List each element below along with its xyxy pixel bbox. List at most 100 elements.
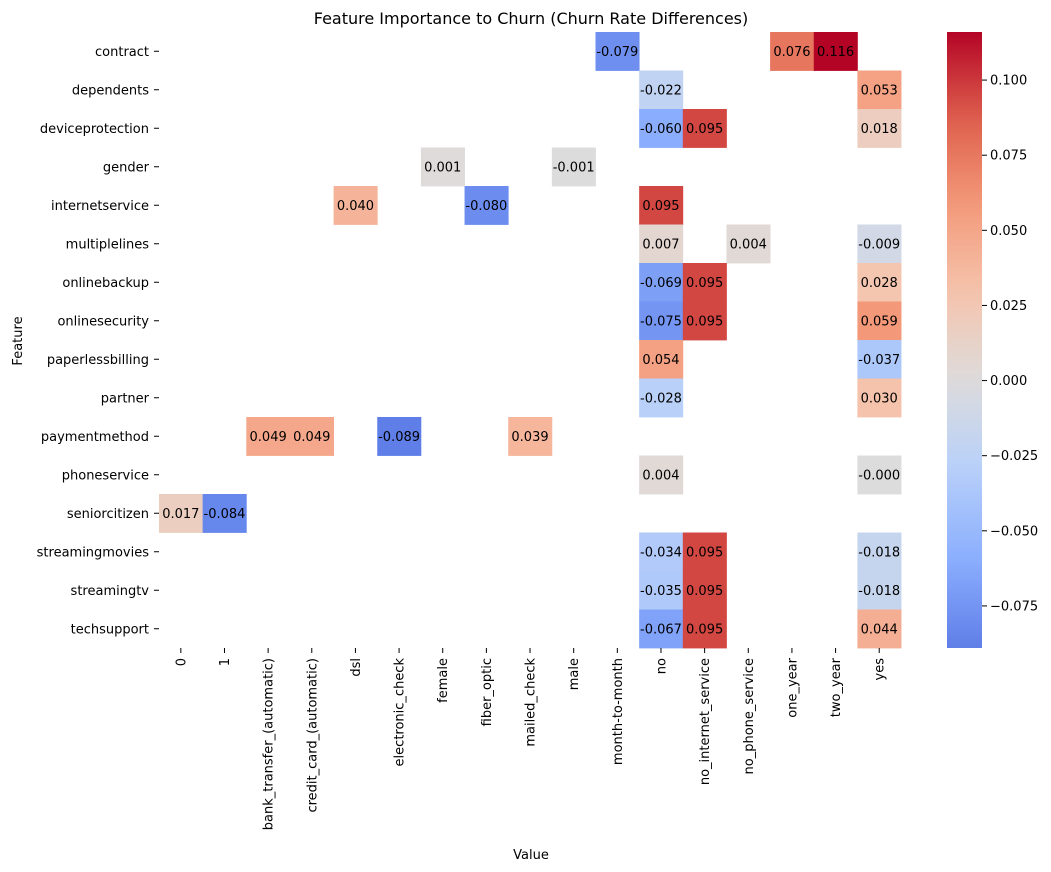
y-tick-label: dependents [72,83,149,98]
heatmap-cell [682,109,727,148]
colorbar-tick-label: 0.100 [990,74,1027,89]
x-axis: 0 1 bank_transfer_(automatic) credit_card_(… [174,648,888,830]
heatmap-cell [857,378,902,418]
y-tick-label: onlinebackup [62,276,149,291]
cell-value-label: -0.037 [858,353,900,368]
y-tick-label: phoneservice [62,468,149,483]
heatmap-cell [639,70,684,110]
y-tick-label: contract [95,45,149,60]
x-tick-label: two_year [829,657,844,717]
y-tick-label: paymentmethod [41,430,149,445]
cell-value-label: 0.095 [686,545,723,560]
heatmap-cell [682,609,727,649]
y-tick-label: multiplelines [66,237,150,252]
heatmap-cell [857,609,902,649]
cell-value-label: -0.084 [204,507,246,522]
colorbar-tick-label: −0.075 [990,599,1038,614]
heatmap-cell [726,224,771,264]
cell-value-label: 0.004 [642,468,679,483]
x-tick-label: 1 [218,658,233,666]
heatmap-cell [377,417,422,456]
x-tick-label: one_year [785,657,800,717]
x-tick-label: no_internet_service [698,658,713,785]
x-tick-label: fiber_optic [480,658,495,726]
heatmap-cell [857,263,902,302]
cell-value-label: 0.095 [686,584,723,599]
heatmap-cell [682,263,727,302]
colorbar-tick-label: 0.000 [990,374,1027,389]
heatmap-cell [639,263,684,302]
cell-value-label: -0.000 [858,468,900,483]
cell-value-label: 0.059 [861,314,898,329]
heatmap-cell [857,301,902,341]
cell-value-label: -0.060 [640,122,682,137]
x-tick-label: electronic_check [393,658,408,767]
heatmap-cell [639,532,684,572]
cell-value-label: -0.089 [378,430,420,445]
heatmap-cell [857,340,902,379]
heatmap-cell [857,224,902,264]
cell-value-label: 0.044 [861,622,898,637]
y-tick-label: seniorcitizen [67,507,149,522]
y-tick-label: streamingmovies [37,545,150,560]
heatmap-cell [159,494,204,533]
x-tick-label: yes [873,658,888,681]
cell-value-label: -0.001 [553,160,595,175]
cell-value-label: 0.054 [642,353,679,368]
cell-value-label: -0.080 [465,199,507,214]
y-tick-label: gender [103,160,150,175]
heatmap-cell [639,109,684,148]
cell-value-label: 0.017 [162,507,199,522]
y-tick-label: streamingtv [71,584,150,599]
x-tick-label: 0 [174,658,189,666]
y-tick-label: partner [101,391,150,406]
cell-value-label: 0.030 [861,391,898,406]
cell-value-label: -0.079 [596,45,638,60]
x-tick-label: bank_transfer_(automatic) [262,658,277,830]
heatmap-cell [333,186,378,225]
heatmap-cell [639,455,684,495]
cell-value-label: 0.028 [861,276,898,291]
heatmap-cell [639,224,684,264]
heatmap-cell [639,301,684,341]
cell-value-label: 0.049 [250,430,287,445]
colorbar-gradient [947,32,982,648]
cell-value-label: 0.039 [511,430,548,445]
heatmap-cell [857,109,902,148]
heatmap-cell [682,571,727,610]
heatmap-cell [639,609,684,649]
x-tick-label: no [654,658,669,674]
cell-value-label: 0.007 [642,237,679,252]
heatmap-cell [813,32,858,71]
heatmap-cell [420,147,465,187]
cell-value-label: 0.076 [773,45,810,60]
cell-value-label: 0.001 [424,160,461,175]
cell-value-label: 0.018 [861,122,898,137]
heatmap-cell [246,417,291,456]
heatmap-cell [857,455,902,495]
x-tick-label: female [436,658,451,703]
cell-value-label: 0.095 [686,622,723,637]
cell-value-label: -0.009 [858,237,900,252]
x-axis-label: Value [513,848,549,863]
cell-value-label: -0.075 [640,314,682,329]
x-tick-label: credit_card_(automatic) [305,658,320,813]
y-axis-label: Feature [11,316,26,365]
x-tick-label: male [567,658,582,690]
heatmap-cell [639,571,684,610]
cell-value-label: 0.095 [686,314,723,329]
cell-value-label: -0.035 [640,584,682,599]
heatmap-cell [682,301,727,341]
cell-value-label: 0.095 [642,199,679,214]
cell-value-label: -0.022 [640,83,682,98]
heatmap-cell [857,70,902,110]
cell-value-label: 0.116 [817,45,854,60]
colorbar-tick-label: 0.075 [990,149,1027,164]
x-tick-label: dsl [349,658,364,677]
colorbar-tick-label: 0.050 [990,224,1027,239]
cell-value-label: -0.069 [640,276,682,291]
x-tick-label: no_phone_service [742,658,757,774]
heatmap-cell [464,186,509,225]
y-tick-label: paperlessbilling [47,353,149,368]
